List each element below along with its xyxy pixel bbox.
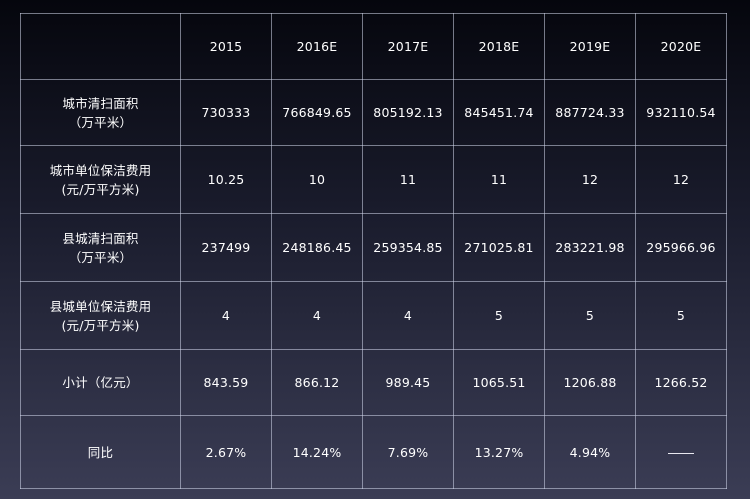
table-cell: 12 bbox=[544, 145, 636, 214]
table-cell: 283221.98 bbox=[544, 213, 636, 282]
row-label: 同比 bbox=[20, 415, 181, 489]
row-label-line2: (元/万平方米) bbox=[61, 317, 140, 333]
row-label-line1: 县城清扫面积 bbox=[62, 230, 139, 246]
data-table: 2015 2016E 2017E 2018E 2019E 2020E 城市清扫面… bbox=[20, 13, 727, 489]
row-label-line1: 县城单位保洁费用 bbox=[49, 298, 152, 314]
table-cell: 7.69% bbox=[362, 415, 454, 489]
table-cell: 932110.54 bbox=[635, 79, 727, 146]
table-cell: 5 bbox=[635, 281, 727, 350]
table-cell: 2.67% bbox=[180, 415, 272, 489]
table-cell: 12 bbox=[635, 145, 727, 214]
table-cell: 843.59 bbox=[180, 349, 272, 416]
row-label-line1: 城市清扫面积 bbox=[62, 95, 139, 111]
table-row: 同比 2.67% 14.24% 7.69% 13.27% 4.94% bbox=[20, 415, 727, 489]
table-cell: 866.12 bbox=[271, 349, 363, 416]
table-row: 城市单位保洁费用 (元/万平方米) 10.25 10 11 11 12 12 bbox=[20, 145, 727, 214]
table-cell: 248186.45 bbox=[271, 213, 363, 282]
table-cell: 4 bbox=[362, 281, 454, 350]
table-cell: 295966.96 bbox=[635, 213, 727, 282]
header-cell-empty bbox=[20, 13, 181, 80]
table-cell: 887724.33 bbox=[544, 79, 636, 146]
table-row: 城市清扫面积 （万平米） 730333 766849.65 805192.13 … bbox=[20, 79, 727, 146]
header-cell-2015: 2015 bbox=[180, 13, 272, 80]
row-label: 小计（亿元） bbox=[20, 349, 181, 416]
table-cell: 845451.74 bbox=[453, 79, 545, 146]
table-cell: 805192.13 bbox=[362, 79, 454, 146]
table-cell: 4.94% bbox=[544, 415, 636, 489]
table-cell: 10.25 bbox=[180, 145, 272, 214]
table-row: 县城单位保洁费用 (元/万平方米) 4 4 4 5 5 5 bbox=[20, 281, 727, 350]
header-cell-2020e: 2020E bbox=[635, 13, 727, 80]
table-cell: 4 bbox=[180, 281, 272, 350]
dash-mark bbox=[668, 452, 694, 454]
table-cell: 1266.52 bbox=[635, 349, 727, 416]
header-cell-2017e: 2017E bbox=[362, 13, 454, 80]
row-label: 城市清扫面积 （万平米） bbox=[20, 79, 181, 146]
row-label-line2: （万平米） bbox=[68, 114, 133, 130]
table-cell: 4 bbox=[271, 281, 363, 350]
table-cell: 11 bbox=[453, 145, 545, 214]
table-cell: 730333 bbox=[180, 79, 272, 146]
table-row: 小计（亿元） 843.59 866.12 989.45 1065.51 1206… bbox=[20, 349, 727, 416]
table-row: 县城清扫面积 （万平米） 237499 248186.45 259354.85 … bbox=[20, 213, 727, 282]
header-cell-2019e: 2019E bbox=[544, 13, 636, 80]
table-cell: 11 bbox=[362, 145, 454, 214]
table-cell: 989.45 bbox=[362, 349, 454, 416]
row-label: 县城清扫面积 （万平米） bbox=[20, 213, 181, 282]
table-cell: 1065.51 bbox=[453, 349, 545, 416]
table-cell: 237499 bbox=[180, 213, 272, 282]
table-cell: 5 bbox=[544, 281, 636, 350]
table-cell: 10 bbox=[271, 145, 363, 214]
data-table-container: 2015 2016E 2017E 2018E 2019E 2020E 城市清扫面… bbox=[20, 13, 727, 489]
table-cell: 5 bbox=[453, 281, 545, 350]
row-label: 城市单位保洁费用 (元/万平方米) bbox=[20, 145, 181, 214]
table-cell-dash bbox=[635, 415, 727, 489]
table-cell: 259354.85 bbox=[362, 213, 454, 282]
row-label: 县城单位保洁费用 (元/万平方米) bbox=[20, 281, 181, 350]
header-cell-2016e: 2016E bbox=[271, 13, 363, 80]
table-cell: 14.24% bbox=[271, 415, 363, 489]
row-label-line2: （万平米） bbox=[68, 249, 133, 265]
row-label-line2: (元/万平方米) bbox=[61, 181, 140, 197]
table-cell: 271025.81 bbox=[453, 213, 545, 282]
header-cell-2018e: 2018E bbox=[453, 13, 545, 80]
table-header-row: 2015 2016E 2017E 2018E 2019E 2020E bbox=[20, 13, 727, 80]
row-label-line1: 城市单位保洁费用 bbox=[49, 162, 152, 178]
table-cell: 766849.65 bbox=[271, 79, 363, 146]
table-cell: 1206.88 bbox=[544, 349, 636, 416]
table-cell: 13.27% bbox=[453, 415, 545, 489]
